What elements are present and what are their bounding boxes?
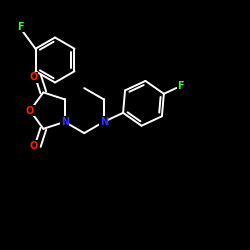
Text: N: N (100, 117, 108, 127)
Text: O: O (29, 72, 38, 82)
Text: F: F (17, 22, 24, 32)
Text: O: O (26, 106, 34, 116)
Text: F: F (178, 81, 184, 91)
Text: N: N (61, 117, 69, 127)
Text: O: O (29, 141, 38, 151)
